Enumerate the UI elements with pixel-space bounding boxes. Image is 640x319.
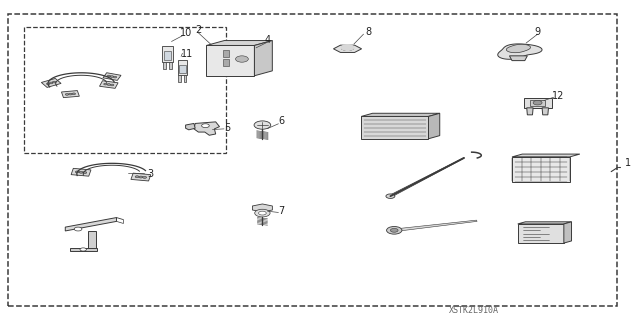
Circle shape <box>107 84 111 85</box>
Bar <box>163 62 166 69</box>
Text: 7: 7 <box>278 205 285 216</box>
Circle shape <box>74 227 82 231</box>
Polygon shape <box>518 222 572 224</box>
Polygon shape <box>103 73 121 80</box>
Polygon shape <box>498 44 542 59</box>
Polygon shape <box>389 158 465 197</box>
Polygon shape <box>61 91 79 98</box>
Polygon shape <box>527 108 533 115</box>
Circle shape <box>533 100 542 105</box>
Polygon shape <box>518 224 564 243</box>
Polygon shape <box>206 41 273 45</box>
Bar <box>24 27 226 153</box>
Bar <box>179 75 181 82</box>
Circle shape <box>72 93 76 95</box>
Circle shape <box>259 211 266 215</box>
Text: 9: 9 <box>534 27 541 37</box>
Bar <box>530 100 545 106</box>
Polygon shape <box>333 45 362 52</box>
Bar <box>179 64 186 73</box>
Polygon shape <box>65 218 116 231</box>
Text: 8: 8 <box>365 27 371 37</box>
Circle shape <box>254 121 271 129</box>
Bar <box>184 75 186 82</box>
Circle shape <box>52 81 56 83</box>
Text: 3: 3 <box>147 169 154 179</box>
Polygon shape <box>361 116 429 139</box>
Bar <box>223 50 229 57</box>
Polygon shape <box>564 222 572 243</box>
Polygon shape <box>512 157 570 182</box>
Text: XSTK2L910A: XSTK2L910A <box>449 306 499 315</box>
Polygon shape <box>42 78 61 87</box>
Text: 6: 6 <box>278 116 285 126</box>
Polygon shape <box>99 81 118 88</box>
Polygon shape <box>512 154 580 157</box>
Circle shape <box>108 75 111 77</box>
Circle shape <box>110 76 114 78</box>
Polygon shape <box>509 56 527 61</box>
Text: 5: 5 <box>224 122 230 133</box>
Circle shape <box>49 82 53 84</box>
Circle shape <box>340 44 355 51</box>
Text: 4: 4 <box>264 35 271 45</box>
Text: 12: 12 <box>552 91 564 101</box>
Circle shape <box>113 76 116 78</box>
Polygon shape <box>254 41 273 76</box>
Polygon shape <box>429 113 440 139</box>
Polygon shape <box>506 44 531 53</box>
Bar <box>223 59 229 66</box>
Circle shape <box>76 171 79 173</box>
Text: 10: 10 <box>179 28 192 39</box>
Circle shape <box>390 228 398 232</box>
Polygon shape <box>542 108 548 115</box>
Polygon shape <box>131 173 151 181</box>
Bar <box>163 46 173 62</box>
Polygon shape <box>341 47 354 50</box>
Polygon shape <box>70 248 97 251</box>
Text: 11: 11 <box>180 49 193 59</box>
Bar <box>164 51 171 60</box>
Circle shape <box>135 176 139 178</box>
Polygon shape <box>206 45 254 76</box>
Circle shape <box>387 226 402 234</box>
Circle shape <box>104 83 107 85</box>
Circle shape <box>255 209 270 217</box>
Polygon shape <box>394 220 477 232</box>
Polygon shape <box>88 231 96 250</box>
Circle shape <box>386 194 395 198</box>
Text: 2: 2 <box>195 25 202 35</box>
Polygon shape <box>252 204 273 212</box>
Circle shape <box>80 248 86 251</box>
Circle shape <box>111 84 114 86</box>
Bar <box>169 62 172 69</box>
Circle shape <box>47 83 50 85</box>
Text: 1: 1 <box>625 158 632 168</box>
Polygon shape <box>361 113 440 116</box>
Polygon shape <box>71 168 91 176</box>
Circle shape <box>65 93 68 95</box>
Bar <box>524 98 552 108</box>
Circle shape <box>202 124 209 128</box>
Bar <box>177 60 188 75</box>
Circle shape <box>139 176 143 178</box>
Circle shape <box>236 56 248 62</box>
Circle shape <box>83 172 87 174</box>
Circle shape <box>143 176 147 178</box>
Circle shape <box>68 93 72 95</box>
Polygon shape <box>194 122 220 135</box>
Circle shape <box>79 171 83 173</box>
Polygon shape <box>186 123 195 130</box>
